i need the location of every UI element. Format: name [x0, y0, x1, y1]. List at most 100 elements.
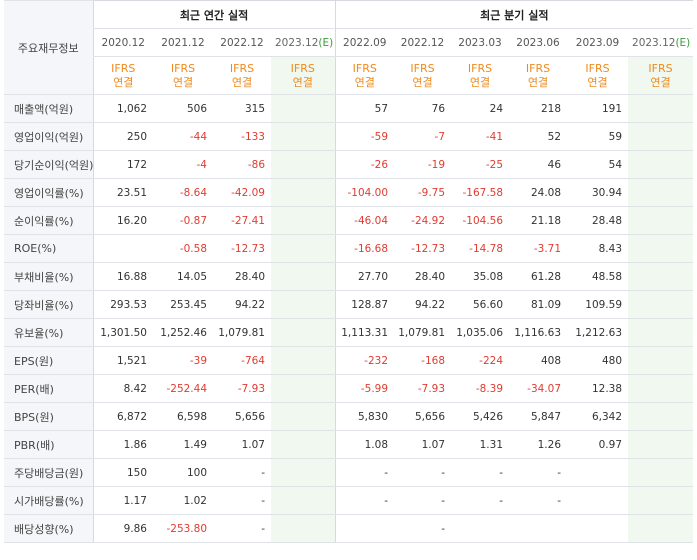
- table-cell: 28.40: [394, 262, 452, 291]
- table-cell: -167.58: [451, 178, 510, 207]
- row-label: 매출액(억원): [4, 94, 93, 123]
- table-cell: -: [509, 486, 568, 515]
- table-cell: 21.18: [509, 206, 568, 235]
- row-label: 당기순이익(억원): [4, 150, 93, 179]
- financial-summary-table: 주요재무정보 최근 연간 실적 최근 분기 실적 2020.12 2021.12 2…: [4, 0, 694, 543]
- table-cell: 57: [334, 94, 395, 123]
- table-cell: [628, 318, 694, 347]
- table-cell: [451, 514, 510, 543]
- table-row: 당좌비율(%) 293.53 253.45 94.22 128.87 94.22 56.60…: [4, 290, 694, 319]
- table-cell: -24.92: [394, 206, 452, 235]
- table-cell: 109.59: [567, 290, 629, 319]
- row-label: PBR(배): [4, 430, 93, 459]
- table-cell: 1,079.81: [394, 318, 452, 347]
- basis-label: 연결: [231, 75, 253, 89]
- table-cell: 81.09: [509, 290, 568, 319]
- standard-label: IFRS: [290, 61, 315, 75]
- basis-label: 연결: [527, 75, 549, 89]
- table-cell: -: [451, 486, 510, 515]
- table-cell: -9.75: [394, 178, 452, 207]
- table-cell: -8.39: [451, 374, 510, 403]
- standard-label: IFRS: [229, 61, 255, 75]
- table-cell: 1.07: [394, 430, 452, 459]
- table-cell: [271, 178, 336, 207]
- table-cell: [628, 94, 694, 123]
- table-cell: -: [213, 458, 271, 487]
- period-header: 2020.12: [92, 28, 153, 57]
- accounting-standard: IFRS 연결: [334, 56, 395, 95]
- accounting-standard: IFRS 연결: [92, 56, 153, 95]
- table-cell: [271, 122, 336, 151]
- table-cell: -7: [394, 122, 452, 151]
- standard-label: IFRS: [467, 61, 493, 75]
- table-cell: 52: [509, 122, 568, 151]
- table-cell: -: [394, 458, 452, 487]
- period-label: 2022.09: [343, 36, 387, 49]
- table-cell: [628, 122, 694, 151]
- annual-group-title: 최근 연간 실적: [92, 0, 336, 29]
- standard-label: IFRS: [170, 61, 196, 75]
- table-cell: 128.87: [334, 290, 395, 319]
- table-cell: 12.38: [567, 374, 629, 403]
- accounting-standard: IFRS 연결: [509, 56, 568, 95]
- standard-label: IFRS: [111, 61, 136, 75]
- row-label: EPS(원): [4, 346, 93, 375]
- table-row: 배당성향(%) 9.86 -253.80- -: [4, 514, 694, 543]
- table-cell: -12.73: [213, 234, 271, 263]
- row-label: 시가배당률(%): [4, 486, 93, 515]
- table-row: 유보율(%) 1,301.50 1,252.46 1,079.81 1,113.31 1,…: [4, 318, 694, 347]
- table-cell: -46.04: [334, 206, 395, 235]
- table-cell: [628, 374, 694, 403]
- table-cell: [271, 486, 336, 515]
- table-cell: [271, 346, 336, 375]
- table-cell: -16.68: [334, 234, 395, 263]
- table-cell: 1.02: [153, 486, 213, 515]
- table-cell: -34.07: [509, 374, 568, 403]
- period-header: 2022.12: [394, 28, 452, 57]
- table-cell: 315: [213, 94, 271, 123]
- table-cell: 480: [567, 346, 629, 375]
- table-cell: [628, 290, 694, 319]
- table-cell: 1.08: [334, 430, 395, 459]
- accounting-standard: IFRS 연결: [567, 56, 629, 95]
- table-cell: 61.28: [509, 262, 568, 291]
- table-cell: -: [394, 486, 452, 515]
- table-cell: -8.64: [153, 178, 213, 207]
- table-cell: [271, 206, 336, 235]
- period-header-row: 2020.12 2021.12 2022.12 2023.12(E) 2022.09 20…: [4, 28, 694, 57]
- table-cell: 1,062: [92, 94, 153, 123]
- table-cell: 59: [567, 122, 629, 151]
- table-cell: -0.87: [153, 206, 213, 235]
- table-cell: 1.86: [92, 430, 153, 459]
- table-cell: [628, 430, 694, 459]
- table-cell: 48.58: [567, 262, 629, 291]
- table-cell: [271, 262, 336, 291]
- period-label: 2020.12: [101, 36, 145, 49]
- quarter-group-title: 최근 분기 실적: [334, 0, 694, 29]
- accounting-standard: IFRS 연결: [394, 56, 452, 95]
- table-cell: 94.22: [394, 290, 452, 319]
- table-cell: 6,342: [567, 402, 629, 431]
- table-cell: [271, 430, 336, 459]
- table-cell: -: [451, 458, 510, 487]
- accounting-standard-row: IFRS 연결 IFRS 연결 IFRS 연결 IFRS 연결 IFRS 연결 IFRS 연결 IFRS…: [4, 56, 694, 95]
- table-cell: 506: [153, 94, 213, 123]
- period-header: 2023.12(E): [628, 28, 694, 57]
- table-cell: -133: [213, 122, 271, 151]
- table-cell: [271, 318, 336, 347]
- table-cell: 27.70: [334, 262, 395, 291]
- table-cell: 1.26: [509, 430, 568, 459]
- table-cell: [628, 346, 694, 375]
- row-label: ROE(%): [4, 234, 93, 263]
- table-cell: 1.49: [153, 430, 213, 459]
- basis-label: 연결: [650, 75, 671, 89]
- table-cell: 46: [509, 150, 568, 179]
- table-cell: [271, 458, 336, 487]
- table-cell: 24: [451, 94, 510, 123]
- standard-label: IFRS: [585, 61, 610, 75]
- table-cell: -12.73: [394, 234, 452, 263]
- table-cell: 24.08: [509, 178, 568, 207]
- row-label: 주당배당금(원): [4, 458, 93, 487]
- table-cell: 1,113.31: [334, 318, 395, 347]
- period-label: 2023.03: [458, 36, 502, 49]
